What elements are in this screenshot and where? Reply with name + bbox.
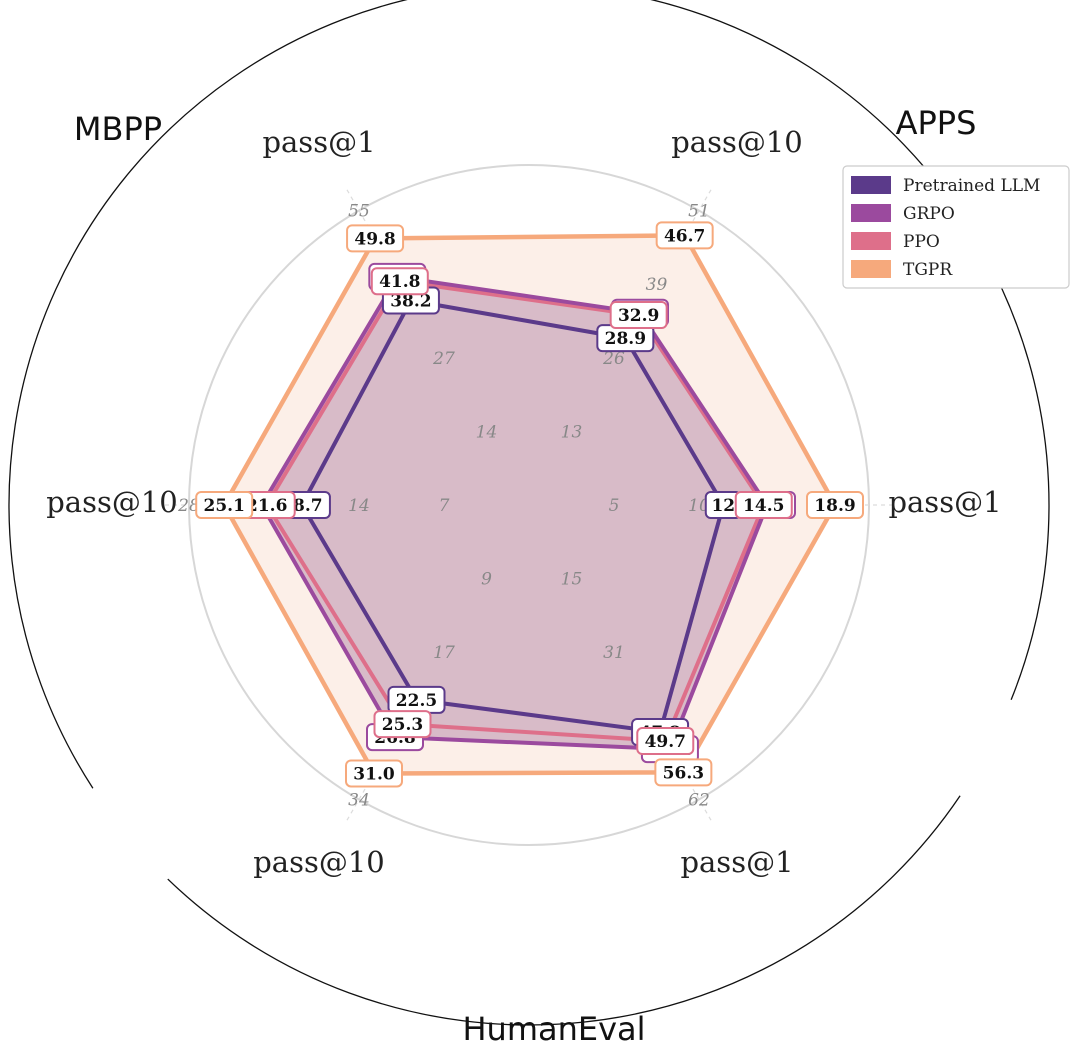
legend-label: TGPR <box>903 260 953 280</box>
tick-label: 13 <box>561 422 583 442</box>
data-label: 46.7 <box>664 226 705 246</box>
axis-label-6: pass@10 <box>253 845 385 879</box>
data-label: 56.3 <box>663 763 704 783</box>
tick-label: 26 <box>602 349 625 369</box>
tick-label: 28 <box>177 496 200 516</box>
data-label: 49.7 <box>645 732 686 752</box>
data-label: 22.5 <box>396 691 437 711</box>
data-label: 14.5 <box>743 496 784 516</box>
legend-frame <box>842 165 1070 289</box>
axis-label-1: pass@1 <box>888 485 1001 519</box>
data-label-box <box>654 758 713 787</box>
group-label-humaneval: HumanEval <box>462 1010 645 1048</box>
legend-label: Pretrained LLM <box>903 176 1040 196</box>
data-label-box <box>636 727 695 756</box>
data-label: 28.9 <box>605 329 646 349</box>
group-label-apps: APPS <box>896 104 977 142</box>
axis-label-5: pass@1 <box>262 125 375 159</box>
legend-swatch <box>851 176 891 194</box>
data-label-box <box>195 491 254 519</box>
tick-label: 51 <box>688 202 710 222</box>
tick-label: 5 <box>609 496 620 516</box>
group-label-mbpp: MBPP <box>74 110 162 148</box>
data-label: 21.6 <box>246 496 287 516</box>
tick-label: 14 <box>476 422 498 442</box>
tick-label: 9 <box>481 570 492 590</box>
outer-arc-mbpp <box>8 0 409 789</box>
data-label: 38.2 <box>390 291 431 311</box>
inner-area <box>261 276 767 750</box>
legend-label: GRPO <box>903 204 955 224</box>
legend-swatch <box>851 232 891 250</box>
axis-label-layer: pass@1 pass@10 pass@1 pass@10 pass@1 pass@10 <box>46 125 1001 879</box>
data-label-box <box>734 491 793 519</box>
legend: Pretrained LLM GRPO PPO TGPR <box>842 165 1070 289</box>
axis-label-3: pass@1 <box>680 845 793 879</box>
data-label-box <box>373 710 432 739</box>
tick-label: 27 <box>432 349 455 369</box>
data-label: 18.9 <box>814 496 855 516</box>
legend-label: PPO <box>903 232 940 252</box>
data-label: 31.0 <box>353 764 395 784</box>
data-label-box <box>345 759 403 788</box>
tick-label: 39 <box>646 275 668 295</box>
data-label-box <box>806 491 864 519</box>
data-label: 49.8 <box>354 229 395 249</box>
data-label: 32.9 <box>618 306 659 326</box>
data-label: 12 <box>711 496 735 516</box>
data-label-box <box>609 301 668 330</box>
data-label: 25.1 <box>204 496 245 516</box>
axis-label-4: pass@10 <box>46 485 178 519</box>
tick-label: 7 <box>439 496 450 516</box>
tick-label: 62 <box>688 790 710 810</box>
tick-label: 55 <box>348 202 370 222</box>
tick-label: 31 <box>603 643 625 663</box>
data-label-layer: 1228.938.218.722.547.814.733.342.622.026… <box>195 221 864 788</box>
tick-label: 34 <box>348 790 370 810</box>
data-label-box <box>655 221 714 250</box>
tick-label: 14 <box>348 496 370 516</box>
tick-label: 15 <box>561 570 583 590</box>
legend-swatch <box>851 204 891 222</box>
data-label-box <box>370 267 429 296</box>
tick-label: 17 <box>433 643 455 663</box>
legend-swatch <box>851 260 891 278</box>
data-label: 41.8 <box>379 272 420 292</box>
tick-label: 10 <box>688 496 710 516</box>
data-label-box <box>346 224 405 253</box>
outer-arc-humaneval <box>167 795 961 1026</box>
axis-label-2: pass@10 <box>671 125 803 159</box>
data-label: 25.3 <box>382 715 423 735</box>
